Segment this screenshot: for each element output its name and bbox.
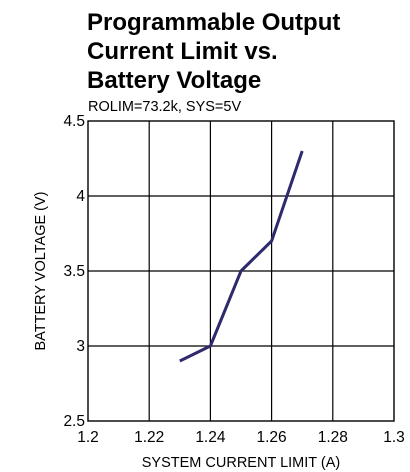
x-tick-label: 1.22: [134, 429, 164, 446]
x-tick-label: 1.3: [383, 429, 405, 446]
chart-title: Programmable Output Current Limit vs. Ba…: [87, 9, 341, 94]
x-tick-label: 1.2: [77, 429, 99, 446]
y-tick-label: 3.5: [63, 263, 85, 280]
y-axis-label: BATTERY VOLTAGE (V): [33, 192, 49, 351]
y-tick-label: 4.5: [63, 113, 85, 130]
tick-labels: 1.2 1.22 1.24 1.26 1.28 1.3 2.5 3 3.5 4 4.5: [63, 113, 404, 446]
chart-subtitle: ROLIM=73.2k, SYS=5V: [88, 99, 242, 115]
y-tick-label: 4: [76, 188, 85, 205]
x-axis-label: SYSTEM CURRENT LIMIT (A): [142, 455, 340, 471]
x-tick-label: 1.26: [257, 429, 287, 446]
y-tick-label: 2.5: [63, 413, 85, 430]
y-tick-label: 3: [76, 338, 85, 355]
series-line: [179, 150, 304, 363]
x-tick-label: 1.28: [318, 429, 348, 446]
series-layer: [179, 150, 304, 363]
x-tick-label: 1.24: [195, 429, 226, 446]
